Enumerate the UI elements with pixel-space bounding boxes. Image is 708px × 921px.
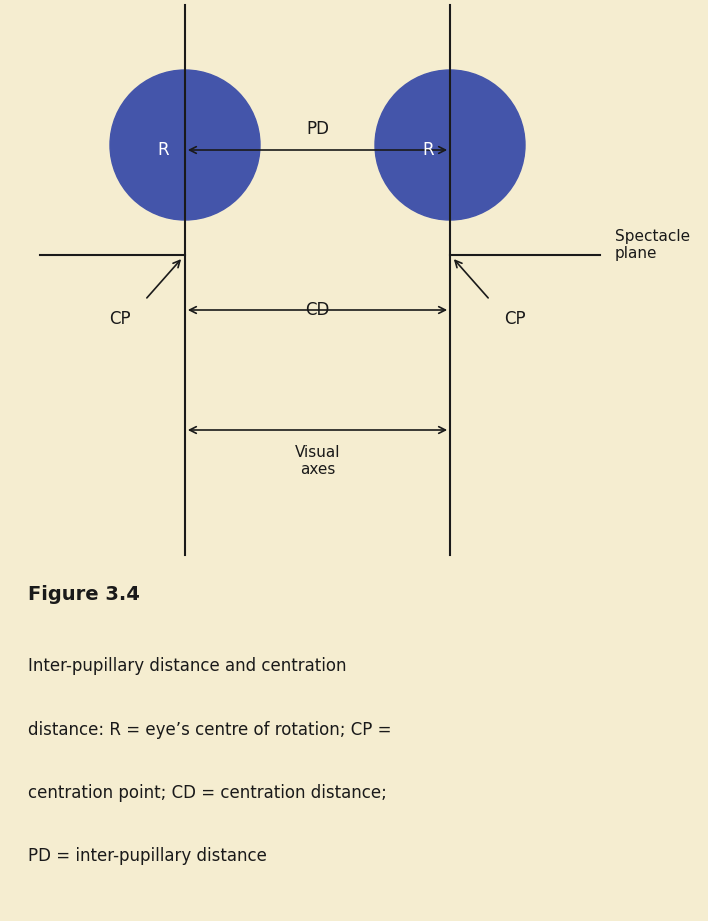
- Text: Inter-pupillary distance and centration: Inter-pupillary distance and centration: [28, 658, 347, 675]
- Text: Visual
axes: Visual axes: [295, 445, 341, 477]
- Text: R: R: [422, 141, 434, 159]
- Circle shape: [375, 70, 525, 220]
- Text: Figure 3.4: Figure 3.4: [28, 585, 140, 604]
- Text: CD: CD: [305, 301, 330, 319]
- Text: CP: CP: [504, 310, 526, 328]
- Text: centration point; CD = centration distance;: centration point; CD = centration distan…: [28, 784, 387, 802]
- Text: Spectacle
plane: Spectacle plane: [615, 228, 690, 262]
- Text: CP: CP: [109, 310, 131, 328]
- Text: PD = inter-pupillary distance: PD = inter-pupillary distance: [28, 847, 267, 865]
- Text: PD: PD: [306, 120, 329, 138]
- Text: distance: R = eye’s centre of rotation; CP =: distance: R = eye’s centre of rotation; …: [28, 720, 392, 739]
- Circle shape: [110, 70, 260, 220]
- Text: R: R: [157, 141, 169, 159]
